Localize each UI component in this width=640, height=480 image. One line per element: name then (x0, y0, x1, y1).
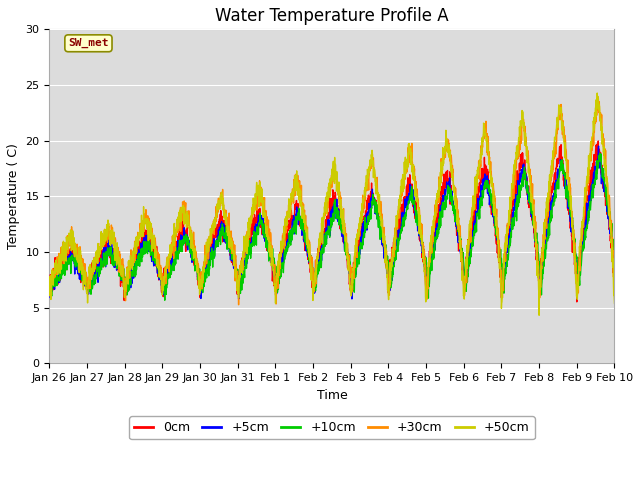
Legend: 0cm, +5cm, +10cm, +30cm, +50cm: 0cm, +5cm, +10cm, +30cm, +50cm (129, 416, 535, 439)
Title: Water Temperature Profile A: Water Temperature Profile A (215, 7, 449, 25)
Text: SW_met: SW_met (68, 38, 109, 48)
X-axis label: Time: Time (317, 388, 348, 402)
Y-axis label: Temperature ( C): Temperature ( C) (7, 144, 20, 249)
